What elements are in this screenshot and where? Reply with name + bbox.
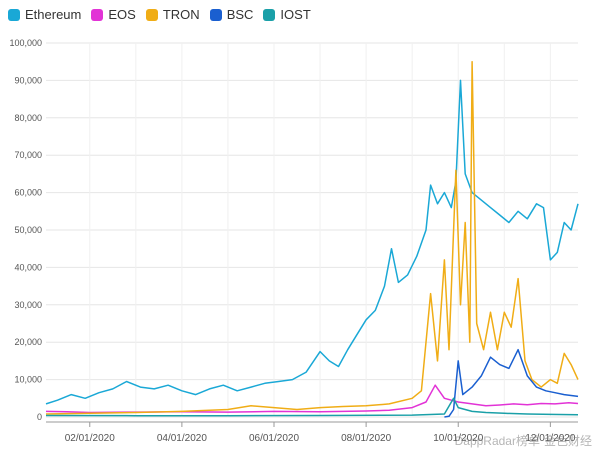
legend-swatch (8, 8, 20, 21)
y-tick-label: 90,000 (14, 75, 42, 85)
legend-item-ethereum[interactable]: Ethereum (8, 7, 81, 22)
legend: Ethereum EOS TRON BSC IOST (8, 7, 311, 22)
y-tick-label: 10,000 (14, 375, 42, 385)
legend-label: EOS (108, 7, 136, 22)
watermark-brand: 金色财经 (543, 434, 592, 448)
y-tick-label: 60,000 (14, 188, 42, 198)
x-tick-label: 12/01/2020 (525, 433, 575, 444)
y-tick-label: 100,000 (9, 38, 42, 48)
series-line-tron (45, 60, 579, 415)
x-tick-label: 10/01/2020 (433, 433, 483, 444)
y-tick-label: 0 (37, 412, 42, 422)
legend-item-bsc[interactable]: BSC (209, 7, 254, 22)
watermark-source: DappRadar榜单 (454, 434, 540, 448)
legend-swatch (263, 8, 276, 21)
legend-swatch (209, 8, 222, 21)
x-tick-label: 08/01/2020 (341, 433, 391, 444)
legend-item-tron[interactable]: TRON (145, 7, 200, 22)
y-tick-label: 50,000 (14, 225, 42, 235)
y-tick-label: 30,000 (14, 300, 42, 310)
y-tick-label: 70,000 (14, 150, 42, 160)
series-line-iost (45, 397, 579, 417)
y-axis-ticks: 0 10,000 20,000 30,000 40,000 50,000 60,000 70,… (9, 38, 42, 422)
legend-swatch (91, 8, 104, 21)
y-tick-label: 20,000 (14, 337, 42, 347)
y-tick-label: 80,000 (14, 113, 42, 123)
legend-item-eos[interactable]: EOS (91, 7, 136, 22)
legend-label: BSC (226, 7, 254, 22)
x-tick-label: 04/01/2020 (157, 433, 207, 444)
watermark: DappRadar榜单 金色财经 (455, 432, 592, 449)
gridlines (46, 42, 578, 418)
legend-swatch (145, 8, 158, 21)
legend-item-iost[interactable]: IOST (263, 7, 311, 22)
x-tick-label: 02/01/2020 (65, 433, 115, 444)
y-tick-label: 40,000 (14, 262, 42, 272)
series-line-bsc (444, 348, 579, 418)
x-tick-label: 06/01/2020 (249, 433, 299, 444)
series-lines (45, 60, 579, 418)
legend-label: Ethereum (25, 7, 82, 22)
series-line-ethereum (45, 79, 579, 405)
legend-label: IOST (280, 7, 311, 22)
legend-label: TRON (162, 7, 200, 22)
x-axis-ticks: 02/01/2020 04/01/2020 06/01/2020 08/01/2020… (65, 422, 576, 444)
